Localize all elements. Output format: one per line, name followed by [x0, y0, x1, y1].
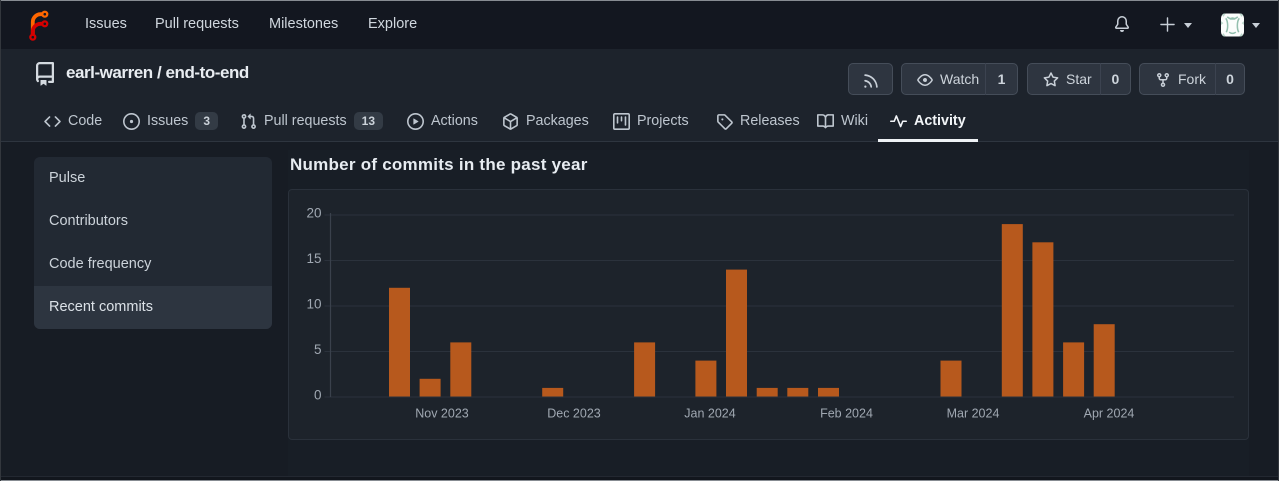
- svg-text:Feb 2024: Feb 2024: [820, 407, 873, 421]
- svg-text:Dec 2023: Dec 2023: [547, 407, 601, 421]
- svg-text:20: 20: [306, 205, 321, 220]
- svg-text:Nov 2023: Nov 2023: [415, 407, 469, 421]
- svg-text:Mar 2024: Mar 2024: [947, 407, 1000, 421]
- svg-text:5: 5: [314, 342, 322, 357]
- svg-text:15: 15: [306, 251, 321, 266]
- svg-text:Apr 2024: Apr 2024: [1084, 407, 1135, 421]
- svg-text:Jan 2024: Jan 2024: [684, 407, 735, 421]
- svg-text:0: 0: [314, 387, 322, 402]
- svg-text:10: 10: [306, 296, 321, 311]
